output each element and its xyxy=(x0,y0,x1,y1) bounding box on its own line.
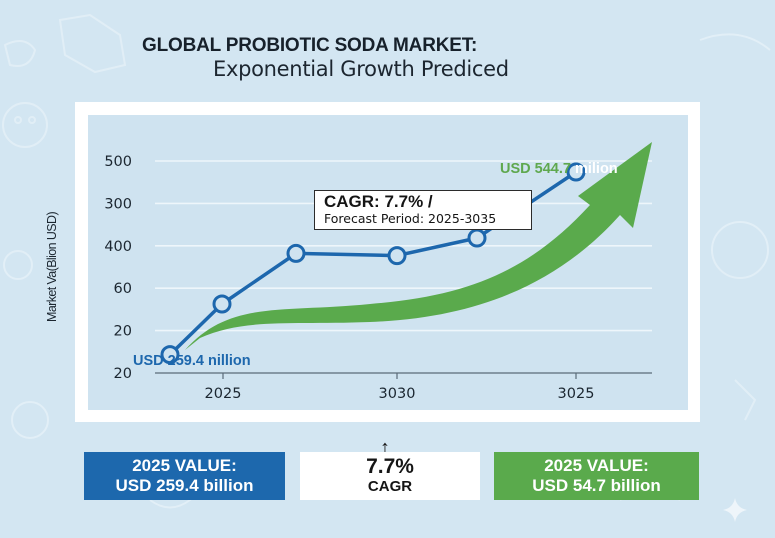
cagr-annotation-main: CAGR: 7.7% / xyxy=(324,192,433,211)
carton-doodle-icon xyxy=(58,13,127,74)
x-tick-label: 2025 xyxy=(205,386,242,402)
y-tick-label: 20 xyxy=(114,366,132,382)
sparkle-icon xyxy=(723,498,747,522)
y-tick-label: 500 xyxy=(104,154,132,170)
y-tick-label: 20 xyxy=(114,324,132,340)
chart-title: GLOBAL PROBIOTIC SODA MARKET: xyxy=(142,35,478,56)
plot-panel xyxy=(88,115,688,410)
cagr-annotation-forecast: Forecast Period: 2025-3035 xyxy=(324,211,497,226)
data-point xyxy=(467,228,487,248)
x-tick-label: 3030 xyxy=(379,386,416,402)
end-value-label: USD 544.7 milion xyxy=(500,161,618,177)
data-point xyxy=(387,246,407,266)
data-point xyxy=(566,162,586,182)
data-point xyxy=(212,294,232,314)
start-card-line2: USD 259.4 billion xyxy=(115,476,254,495)
end-card-line2: USD 54.7 billion xyxy=(532,476,661,495)
growth-trend-arrow xyxy=(185,142,652,350)
up-arrow-icon: ↑ xyxy=(380,437,390,459)
data-point xyxy=(286,243,306,263)
end-value-label-white: milion xyxy=(574,161,618,177)
y-tick-label: 400 xyxy=(104,239,132,255)
cagr-card-value: 7.7% xyxy=(366,455,414,478)
chart-subtitle: Exponential Growth Prediced xyxy=(213,57,509,81)
end-value-card: 2025 VALUE: USD 54.7 billion xyxy=(494,452,699,500)
x-tick-label: 3025 xyxy=(558,386,595,402)
end-value-label-green: USD 544.7 xyxy=(500,161,575,177)
y-tick-label: 60 xyxy=(114,281,132,297)
cagr-annotation-box: CAGR: 7.7% / Forecast Period: 2025-3035 xyxy=(314,190,532,230)
y-tick-label: 300 xyxy=(104,196,132,212)
bacteria-doodle-icon xyxy=(2,102,48,148)
cagr-card: 7.7% CAGR xyxy=(300,452,480,500)
start-value-label: USD 259.4 nillion xyxy=(133,353,251,369)
data-point xyxy=(160,345,180,365)
start-card-line1: 2025 VALUE: xyxy=(132,456,237,475)
cagr-card-label: CAGR xyxy=(367,478,413,495)
start-value-card: 2025 VALUE: USD 259.4 billion xyxy=(84,452,285,500)
end-card-line1: 2025 VALUE: xyxy=(544,456,649,475)
